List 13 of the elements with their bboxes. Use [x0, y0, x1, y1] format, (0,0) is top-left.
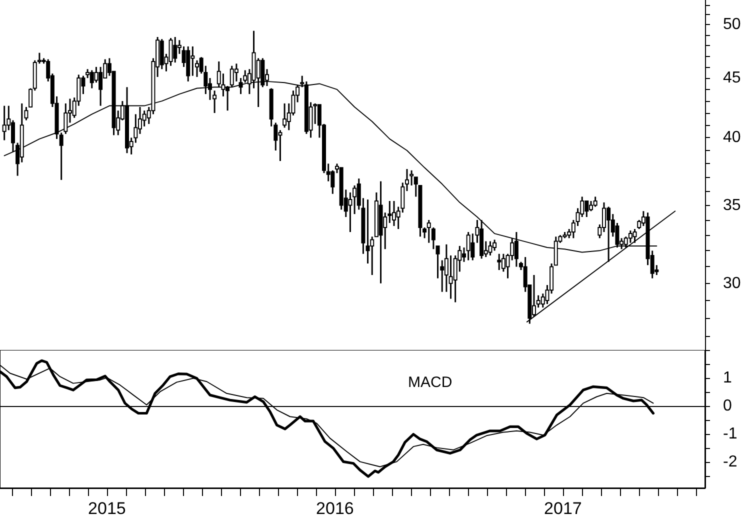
- y-tick-label: 30: [723, 274, 741, 292]
- y-tick-label: 40: [723, 129, 741, 146]
- y-tick-label: -1: [723, 425, 738, 442]
- text: MACD: [408, 374, 452, 391]
- y-tick-label: -2: [723, 453, 738, 470]
- y-tick-label: 50: [723, 16, 741, 34]
- x-tick-label: 2015: [88, 499, 126, 518]
- x-tick-label: 2017: [544, 499, 582, 518]
- y-tick-label: 1: [723, 369, 732, 386]
- y-tick-label: 0: [723, 397, 732, 414]
- y-tick-label: 35: [723, 196, 741, 214]
- x-tick-label: 2016: [316, 499, 354, 518]
- y-tick-label: 45: [723, 70, 741, 87]
